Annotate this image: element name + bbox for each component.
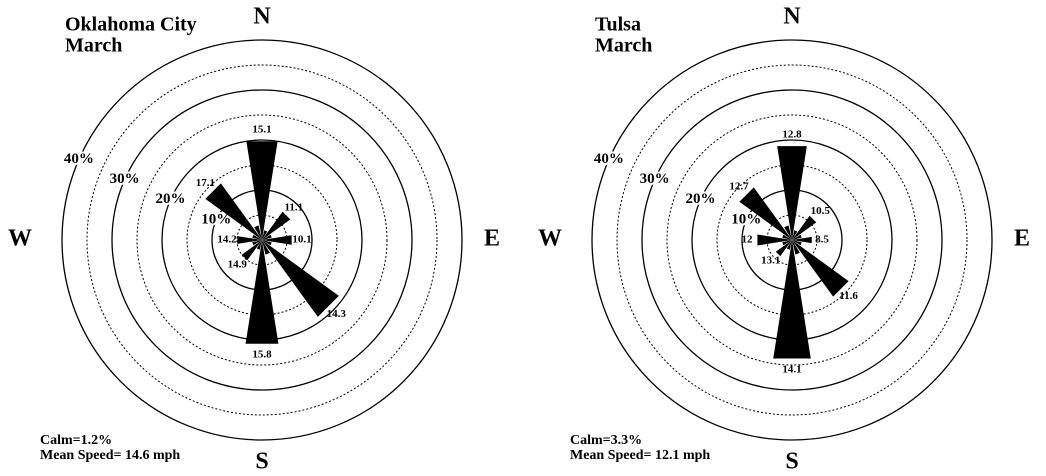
ring bbox=[111, 89, 413, 391]
petal bbox=[792, 240, 800, 255]
speed-label: 11.6 bbox=[839, 290, 858, 302]
petal bbox=[784, 225, 792, 240]
speed-label: 14.9 bbox=[228, 258, 248, 270]
ring bbox=[641, 89, 943, 391]
petal bbox=[254, 225, 262, 240]
petal bbox=[252, 234, 262, 240]
ring bbox=[61, 39, 463, 441]
r-tick-label: 40% bbox=[64, 151, 94, 167]
petal bbox=[782, 234, 792, 240]
speed-label: 12 bbox=[742, 234, 754, 246]
petal bbox=[252, 240, 262, 246]
speed-label: 15.8 bbox=[252, 349, 272, 361]
compass-label: W bbox=[538, 226, 562, 252]
speed-label: 14.3 bbox=[327, 308, 347, 320]
petal bbox=[792, 230, 798, 240]
r-tick-label: 30% bbox=[110, 171, 140, 187]
petal bbox=[792, 236, 812, 244]
petal bbox=[205, 183, 262, 240]
petal bbox=[262, 211, 291, 240]
note: Calm=1.2% bbox=[40, 433, 112, 448]
petal bbox=[262, 240, 339, 317]
speed-label: 10.5 bbox=[811, 205, 831, 217]
petal bbox=[245, 240, 279, 344]
minor-ring bbox=[616, 64, 968, 416]
compass-label: N bbox=[253, 4, 271, 30]
speed-label: 17.1 bbox=[196, 177, 215, 189]
compass-label: E bbox=[484, 226, 500, 252]
petal bbox=[241, 240, 262, 261]
note: Mean Speed= 12.1 mph bbox=[570, 448, 710, 463]
petal bbox=[237, 236, 262, 244]
petal bbox=[792, 240, 802, 246]
petal bbox=[256, 240, 262, 250]
chart-title: March bbox=[595, 35, 652, 57]
speed-label: 12.8 bbox=[782, 129, 802, 141]
petal bbox=[777, 146, 807, 240]
r-tick-label: 10% bbox=[201, 211, 231, 227]
chart-title: Oklahoma City bbox=[65, 14, 197, 36]
minor-ring bbox=[86, 64, 438, 416]
speed-label: 14.2 bbox=[217, 234, 237, 246]
speed-label: 12.7 bbox=[729, 180, 749, 192]
chart-title: March bbox=[65, 35, 122, 57]
petal bbox=[262, 240, 270, 255]
ring bbox=[591, 39, 993, 441]
petal bbox=[739, 187, 792, 240]
petal bbox=[775, 240, 792, 257]
petal bbox=[262, 235, 292, 245]
petal bbox=[246, 141, 278, 240]
speed-label: 11.1 bbox=[284, 202, 303, 214]
petal bbox=[792, 240, 849, 297]
minor-ring bbox=[136, 114, 388, 366]
r-tick-label: 20% bbox=[685, 191, 715, 207]
speed-label: 10.1 bbox=[292, 234, 311, 246]
petal bbox=[262, 240, 272, 246]
petal bbox=[773, 240, 811, 359]
r-tick-label: 30% bbox=[640, 171, 670, 187]
note: Calm=3.3% bbox=[570, 433, 642, 448]
compass-label: N bbox=[783, 4, 801, 30]
chart-title: Tulsa bbox=[595, 14, 641, 36]
r-tick-label: 40% bbox=[594, 151, 624, 167]
speed-label: 15.1 bbox=[252, 124, 271, 136]
petal bbox=[757, 234, 792, 246]
r-tick-label: 10% bbox=[731, 211, 761, 227]
petal bbox=[792, 234, 802, 240]
note: Mean Speed= 14.6 mph bbox=[40, 448, 180, 463]
speed-label: 14.1 bbox=[782, 364, 801, 376]
compass-label: W bbox=[8, 226, 32, 252]
petal bbox=[792, 215, 817, 240]
petal bbox=[262, 234, 272, 240]
petal bbox=[782, 240, 792, 246]
speed-label: 8.5 bbox=[815, 234, 829, 246]
compass-label: S bbox=[255, 449, 268, 475]
petal bbox=[786, 240, 792, 250]
petal bbox=[262, 230, 268, 240]
r-tick-label: 20% bbox=[155, 191, 185, 207]
compass-label: S bbox=[785, 449, 798, 475]
compass-label: E bbox=[1014, 226, 1030, 252]
minor-ring bbox=[666, 114, 918, 366]
speed-label: 13.1 bbox=[761, 255, 780, 267]
